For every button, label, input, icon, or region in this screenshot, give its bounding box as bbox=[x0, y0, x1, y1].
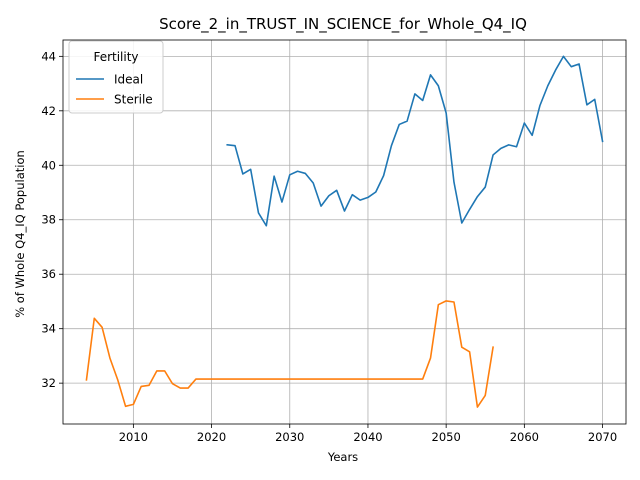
series-line-sterile bbox=[85, 300, 494, 408]
x-tick-label: 2040 bbox=[353, 430, 382, 444]
x-tick-label: 2070 bbox=[588, 430, 617, 444]
legend-label-ideal: Ideal bbox=[114, 73, 143, 87]
x-tick-label: 2060 bbox=[510, 430, 539, 444]
y-tick-label: 42 bbox=[41, 104, 56, 118]
y-tick-label: 40 bbox=[41, 158, 56, 172]
plot-frame bbox=[62, 39, 627, 425]
x-tick-label: 2030 bbox=[275, 430, 304, 444]
y-tick-label: 44 bbox=[41, 49, 56, 63]
series-line-ideal bbox=[226, 55, 604, 227]
y-tick-label: 36 bbox=[41, 267, 56, 281]
x-tick-label: 2050 bbox=[432, 430, 461, 444]
series-lines bbox=[85, 55, 604, 408]
y-tick-label: 38 bbox=[41, 213, 56, 227]
legend-title: Fertility bbox=[93, 50, 138, 64]
legend: Fertility Ideal Sterile bbox=[68, 40, 164, 114]
x-tick-label: 2020 bbox=[197, 430, 226, 444]
y-tick-label: 32 bbox=[41, 376, 56, 390]
x-axis-label: Years bbox=[327, 450, 358, 464]
grid-lines bbox=[63, 40, 626, 424]
legend-label-sterile: Sterile bbox=[114, 93, 153, 107]
y-tick-label: 34 bbox=[41, 322, 56, 336]
y-axis-label: % of Whole Q4_IQ Population bbox=[13, 150, 27, 318]
legend-box bbox=[68, 40, 164, 114]
x-tick-label: 2010 bbox=[119, 430, 148, 444]
axis-ticks: 2010 2020 2030 2040 2050 2060 2070 32 34 36 38 40 42… bbox=[41, 49, 617, 444]
chart-title: Score_2_in_TRUST_IN_SCIENCE_for_Whole_Q4… bbox=[159, 15, 527, 34]
